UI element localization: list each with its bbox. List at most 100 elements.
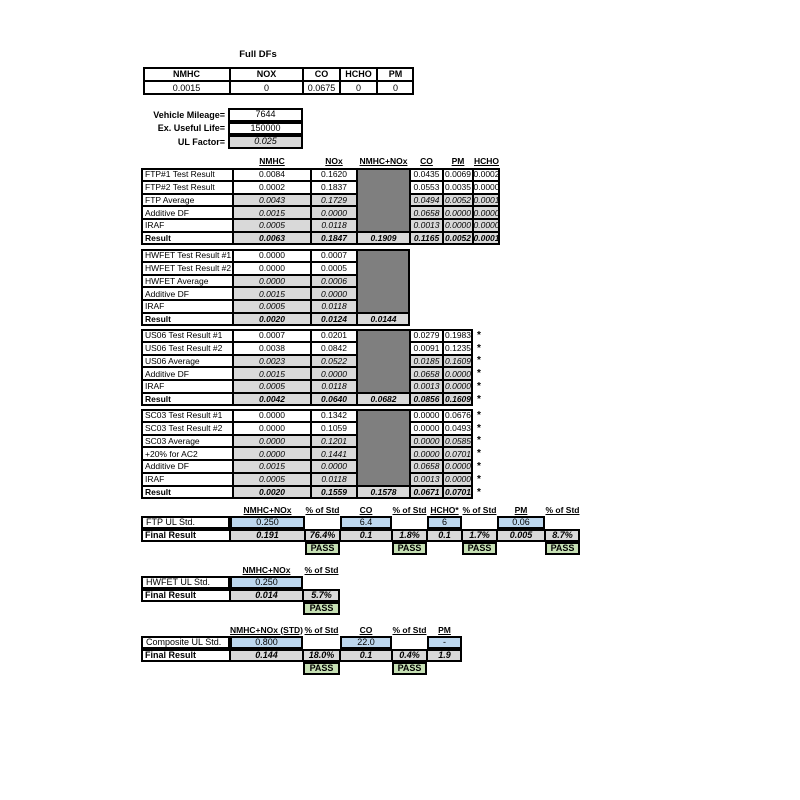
full-dfs-value-cell[interactable]: 0 — [230, 81, 303, 95]
nmhc-value-cell[interactable]: 0.0084 — [233, 168, 311, 181]
standard-value-cell[interactable]: 0.250 — [230, 576, 303, 589]
pass-badge: PASS — [305, 542, 340, 555]
nox-value-cell: 0.0124 — [311, 313, 357, 326]
main-column-header: PM — [451, 156, 465, 166]
nmhc-value-cell[interactable]: 0.0038 — [233, 341, 311, 355]
final-result-value-cell: 1.7% — [462, 529, 497, 542]
standard-value-cell[interactable]: 22.0 — [340, 636, 392, 649]
full-dfs-value-cell[interactable]: 0 — [340, 81, 377, 95]
row-label-cell: IRAF — [141, 380, 233, 393]
full-dfs-title: Full DFs — [239, 49, 277, 60]
standard-value-cell[interactable]: 6 — [427, 516, 462, 529]
standards-column-header: % of Std — [392, 504, 427, 515]
co-value-cell: 0.0013 — [410, 219, 443, 232]
standard-value-cell[interactable]: 0.800 — [230, 636, 303, 649]
pm-value-cell[interactable]: 0.1235 — [443, 341, 473, 355]
full-dfs-header-cell: PM — [377, 67, 414, 81]
nox-value-cell: 0.0000 — [311, 206, 357, 220]
nox-value-cell: 0.0006 — [311, 274, 357, 288]
combo-value-cell: 0.1578 — [357, 485, 410, 499]
standard-label-cell: HWFET UL Std. — [141, 576, 230, 589]
pm-value-cell[interactable]: 0.0035 — [443, 180, 473, 194]
info-value-cell[interactable]: 150000 — [228, 121, 303, 135]
final-result-label-cell: Final Result — [141, 529, 230, 542]
full-dfs-value-cell[interactable]: 0 — [377, 81, 414, 95]
co-value-cell[interactable]: 0.0091 — [410, 341, 443, 355]
pm-value-cell[interactable]: 0.1983 — [443, 329, 473, 342]
co-value-cell[interactable]: 0.0435 — [410, 168, 443, 181]
row-label-cell: Additive DF — [141, 460, 233, 473]
nmhc-value-cell[interactable]: 0.0000 — [233, 249, 311, 262]
row-label-cell: FTP Average — [141, 193, 233, 207]
nox-value-cell[interactable]: 0.0842 — [311, 341, 357, 355]
co-value-cell[interactable]: 0.0000 — [410, 409, 443, 422]
main-column-header: NOx — [325, 156, 343, 166]
footnote-star: * — [477, 461, 481, 473]
standards-column-header: % of Std — [392, 624, 427, 635]
standard-value-cell[interactable]: 0.250 — [230, 516, 305, 529]
standards-column-header: % of Std — [462, 504, 497, 515]
nmhc-value-cell[interactable]: 0.0000 — [233, 421, 311, 435]
pm-value-cell[interactable]: 0.0676 — [443, 409, 473, 422]
footnote-star: * — [477, 473, 481, 485]
main-column-header: NMHC — [259, 156, 285, 166]
nox-value-cell: 0.0118 — [311, 219, 357, 232]
co-value-cell: 0.0494 — [410, 193, 443, 207]
co-value-cell: 0.0658 — [410, 206, 443, 220]
pm-value-cell: 0.0701 — [443, 485, 473, 499]
standard-value-cell[interactable]: 0.06 — [497, 516, 545, 529]
final-result-value-cell: 5.7% — [303, 589, 340, 602]
footnote-star: * — [477, 393, 481, 405]
info-label: Ex. Useful Life= — [157, 123, 225, 134]
co-value-cell: 0.1165 — [410, 232, 443, 245]
row-label-cell: SC03 Test Result #1 — [141, 409, 233, 422]
co-value-cell[interactable]: 0.0000 — [410, 421, 443, 435]
info-value-cell[interactable]: 7644 — [228, 108, 303, 122]
main-column-header: HCHO — [473, 156, 500, 166]
final-result-label-cell: Final Result — [141, 649, 230, 662]
nox-value-cell: 0.0000 — [311, 287, 357, 301]
nox-value-cell[interactable]: 0.0005 — [311, 261, 357, 275]
full-dfs-value-cell[interactable]: 0.0675 — [303, 81, 340, 95]
final-result-value-cell: 76.4% — [305, 529, 340, 542]
nox-value-cell[interactable]: 0.1620 — [311, 168, 357, 181]
nmhc-value-cell: 0.0063 — [233, 232, 311, 245]
nox-value-cell[interactable]: 0.0007 — [311, 249, 357, 262]
pass-badge: PASS — [392, 662, 427, 675]
final-result-value-cell: 0.005 — [497, 529, 545, 542]
nox-value-cell[interactable]: 0.1059 — [311, 421, 357, 435]
co-value-cell[interactable]: 0.0279 — [410, 329, 443, 342]
nmhc-value-cell[interactable]: 0.0007 — [233, 329, 311, 342]
co-value-cell: 0.0185 — [410, 354, 443, 368]
nmhc-value-cell[interactable]: 0.0002 — [233, 180, 311, 194]
row-label-cell: IRAF — [141, 300, 233, 313]
nox-value-cell[interactable]: 0.1342 — [311, 409, 357, 422]
footnote-star: * — [477, 368, 481, 380]
full-dfs-value-cell[interactable]: 0.0015 — [143, 81, 230, 95]
standard-value-cell[interactable]: - — [427, 636, 462, 649]
pm-value-cell: 0.0000 — [443, 380, 473, 393]
hcho-value-cell[interactable]: 0.0002 — [473, 168, 500, 181]
nox-value-cell: 0.1559 — [311, 485, 357, 499]
nmhc-value-cell: 0.0043 — [233, 193, 311, 207]
footnote-star: * — [477, 486, 481, 498]
standard-value-cell[interactable]: 6.4 — [340, 516, 392, 529]
hcho-value-cell[interactable]: 0.0000 — [473, 180, 500, 194]
nox-value-cell: 0.1847 — [311, 232, 357, 245]
co-value-cell: 0.0658 — [410, 367, 443, 381]
pm-value-cell[interactable]: 0.0069 — [443, 168, 473, 181]
nox-value-cell[interactable]: 0.0201 — [311, 329, 357, 342]
pm-value-cell: 0.0052 — [443, 193, 473, 207]
footnote-star: * — [477, 355, 481, 367]
nmhc-value-cell[interactable]: 0.0000 — [233, 409, 311, 422]
nox-value-cell[interactable]: 0.1837 — [311, 180, 357, 194]
standards-column-header: PM — [438, 624, 451, 635]
nmhc-value-cell[interactable]: 0.0000 — [233, 261, 311, 275]
blocked-cell-region — [357, 249, 410, 313]
pm-value-cell[interactable]: 0.0493 — [443, 421, 473, 435]
nox-value-cell: 0.0000 — [311, 460, 357, 473]
nmhc-value-cell: 0.0020 — [233, 485, 311, 499]
co-value-cell[interactable]: 0.0553 — [410, 180, 443, 194]
combo-value-cell: 0.0144 — [357, 313, 410, 326]
